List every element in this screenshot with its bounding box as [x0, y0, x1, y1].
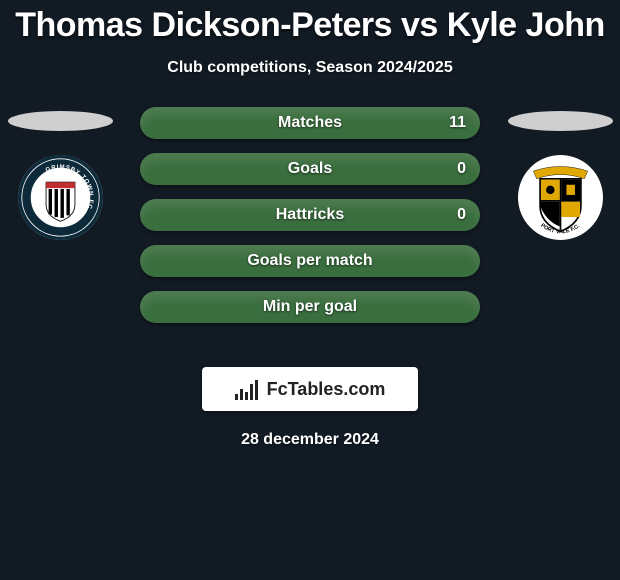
brand-box: FcTables.com [202, 367, 418, 411]
stat-bar-min-per-goal: Min per goal [140, 291, 480, 323]
player-shadow-ellipse [508, 111, 613, 131]
right-team-crest: PORT VALE F.C. [518, 155, 603, 240]
page-subtitle: Club competitions, Season 2024/2025 [0, 59, 620, 77]
player-shadow-ellipse [8, 111, 113, 131]
left-team-crest: GRIMSBY TOWN FC [18, 155, 103, 240]
comparison-body: GRIMSBY TOWN FC [0, 107, 620, 347]
stat-label: Hattricks [140, 199, 480, 231]
stat-value-right: 0 [457, 199, 466, 231]
stat-bar-hattricks: Hattricks 0 [140, 199, 480, 231]
left-player-column: GRIMSBY TOWN FC [0, 107, 120, 240]
stats-bars: Matches 11 Goals 0 Hattricks 0 Goals per… [140, 107, 480, 323]
stat-label: Goals [140, 153, 480, 185]
stat-label: Matches [140, 107, 480, 139]
stat-bar-matches: Matches 11 [140, 107, 480, 139]
stat-label: Goals per match [140, 245, 480, 277]
stat-label: Min per goal [140, 291, 480, 323]
comparison-card: Thomas Dickson-Peters vs Kyle John Club … [0, 0, 620, 449]
stat-value-right: 11 [449, 107, 466, 139]
grimsby-crest-icon: GRIMSBY TOWN FC [18, 155, 103, 240]
stat-value-right: 0 [457, 153, 466, 185]
portvale-crest-icon: PORT VALE F.C. [518, 155, 603, 240]
stat-bar-goals-per-match: Goals per match [140, 245, 480, 277]
date-text: 28 december 2024 [0, 431, 620, 449]
right-player-column: PORT VALE F.C. [500, 107, 620, 240]
page-title: Thomas Dickson-Peters vs Kyle John [0, 0, 620, 45]
brand-bars-icon [235, 378, 263, 400]
brand-text: FcTables.com [267, 379, 386, 400]
stat-bar-goals: Goals 0 [140, 153, 480, 185]
